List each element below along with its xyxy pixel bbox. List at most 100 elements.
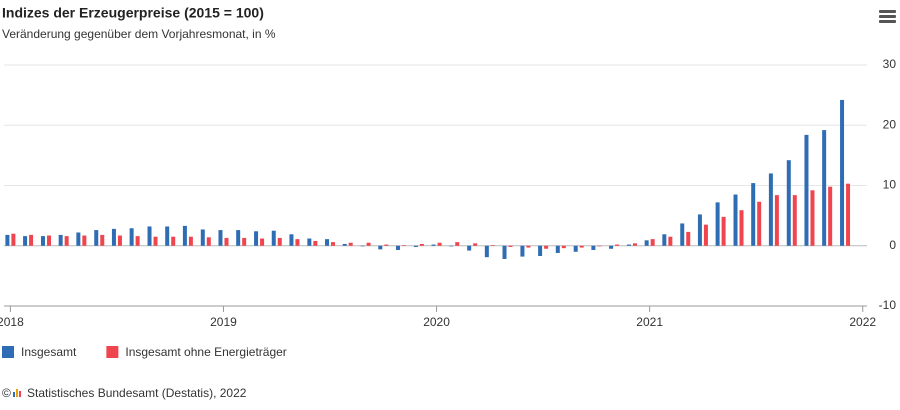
bar bbox=[508, 245, 513, 247]
bar bbox=[419, 243, 424, 246]
bar bbox=[331, 242, 336, 246]
chart-title: Indizes der Erzeugerpreise (2015 = 100) bbox=[2, 5, 264, 21]
bar bbox=[490, 245, 495, 246]
source: Statistisches Bundesamt (Destatis), 2022 bbox=[27, 386, 247, 400]
bar bbox=[206, 237, 211, 246]
y-tick-label: 0 bbox=[889, 238, 896, 252]
bar bbox=[242, 237, 247, 246]
bar bbox=[224, 237, 229, 246]
bar bbox=[615, 244, 620, 246]
bar bbox=[822, 130, 827, 246]
y-tick-label: 30 bbox=[883, 57, 897, 71]
bar bbox=[431, 244, 436, 246]
bar bbox=[703, 224, 708, 246]
bar bbox=[449, 245, 454, 247]
bar bbox=[395, 245, 400, 250]
x-tick-label: 2022 bbox=[849, 315, 876, 329]
bar bbox=[644, 240, 649, 246]
bar bbox=[733, 194, 738, 246]
bar bbox=[94, 230, 99, 246]
bar bbox=[751, 183, 756, 246]
bar bbox=[437, 242, 442, 246]
bar bbox=[502, 245, 507, 260]
source-icon bbox=[13, 389, 21, 397]
bar bbox=[307, 238, 312, 246]
bar bbox=[325, 239, 330, 246]
bar bbox=[697, 214, 702, 246]
bar bbox=[573, 245, 578, 252]
bar bbox=[11, 233, 16, 246]
bar bbox=[721, 216, 726, 246]
menu-bar bbox=[879, 20, 896, 23]
legend-label: Insgesamt ohne Energieträger bbox=[125, 345, 286, 359]
bar bbox=[561, 245, 566, 249]
bar bbox=[129, 228, 134, 246]
bar bbox=[342, 243, 347, 246]
bar bbox=[768, 173, 773, 246]
bar bbox=[188, 236, 193, 246]
x-tick-label: 2019 bbox=[210, 315, 237, 329]
bar bbox=[686, 231, 691, 246]
bar bbox=[680, 223, 685, 246]
bar bbox=[840, 99, 845, 246]
bar bbox=[277, 237, 282, 246]
bar bbox=[135, 236, 140, 246]
bar bbox=[538, 245, 543, 256]
bar bbox=[200, 229, 205, 246]
bar bbox=[626, 244, 631, 246]
bar bbox=[609, 245, 614, 249]
bar bbox=[171, 236, 176, 246]
bar bbox=[757, 201, 762, 246]
bar bbox=[271, 230, 276, 246]
bar bbox=[828, 186, 833, 246]
bar bbox=[544, 245, 549, 249]
legend-swatch bbox=[106, 346, 119, 358]
bar bbox=[218, 230, 223, 246]
x-tick-label: 2020 bbox=[423, 315, 450, 329]
x-tick-label: 2021 bbox=[636, 315, 663, 329]
bar bbox=[484, 245, 489, 258]
bar bbox=[236, 230, 241, 246]
y-tick-label: 10 bbox=[883, 178, 897, 192]
bar bbox=[579, 245, 584, 248]
bar bbox=[76, 232, 81, 246]
bar bbox=[82, 235, 87, 246]
bar bbox=[313, 240, 318, 246]
bar bbox=[632, 243, 637, 246]
bar bbox=[117, 235, 122, 246]
legend-swatch bbox=[2, 346, 14, 358]
bar bbox=[526, 245, 531, 248]
menu-bar bbox=[879, 10, 896, 13]
bar bbox=[46, 235, 51, 246]
bar bbox=[100, 234, 105, 246]
bar bbox=[555, 245, 560, 253]
bar bbox=[650, 239, 655, 246]
bar bbox=[366, 242, 371, 246]
bar bbox=[668, 236, 673, 246]
bar bbox=[597, 245, 602, 247]
bar bbox=[792, 195, 797, 246]
bar bbox=[260, 238, 265, 246]
bar bbox=[473, 243, 478, 246]
bar bbox=[662, 234, 667, 246]
bar bbox=[810, 190, 815, 246]
bar bbox=[401, 245, 406, 246]
bar bbox=[182, 225, 187, 246]
bar bbox=[739, 210, 744, 246]
bar bbox=[23, 236, 28, 246]
bar bbox=[254, 231, 259, 246]
bar bbox=[774, 195, 779, 246]
copyright: © bbox=[2, 386, 11, 400]
bar bbox=[111, 228, 116, 246]
bar bbox=[413, 245, 418, 247]
bar bbox=[804, 134, 809, 246]
bar bbox=[715, 202, 720, 246]
menu-bar bbox=[879, 15, 896, 18]
bar bbox=[846, 183, 851, 246]
bar bbox=[520, 245, 525, 257]
bar bbox=[5, 234, 10, 246]
menu-button[interactable] bbox=[879, 10, 896, 23]
bar bbox=[40, 236, 45, 246]
bar bbox=[29, 234, 34, 246]
